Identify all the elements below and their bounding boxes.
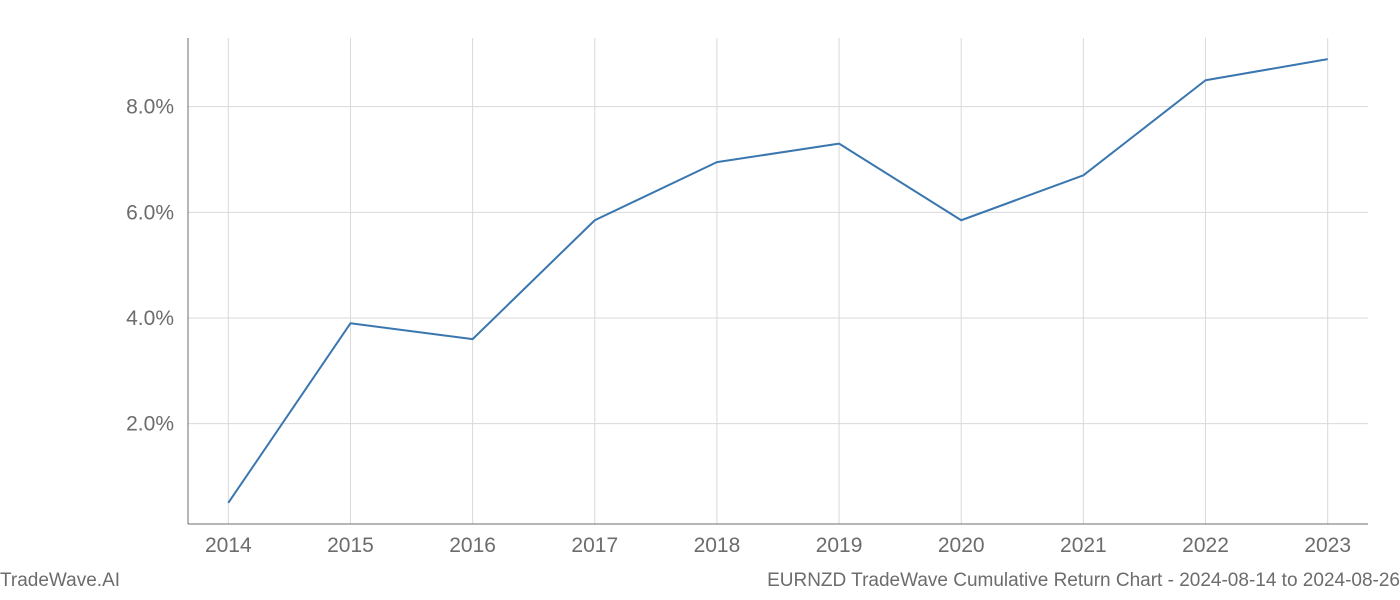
x-tick-label: 2021 xyxy=(1060,534,1107,557)
x-tick-label: 2018 xyxy=(694,534,741,557)
x-tick-label: 2014 xyxy=(205,534,252,557)
footer-left-label: TradeWave.AI xyxy=(0,570,120,592)
x-tick-label: 2015 xyxy=(327,534,374,557)
footer-right-label: EURNZD TradeWave Cumulative Return Chart… xyxy=(767,570,1400,592)
line-chart: 2014 2015 2016 2017 2018 2019 2020 2021 2022 2023… xyxy=(0,0,1400,600)
chart-container: 2014 2015 2016 2017 2018 2019 2020 2021 2022 2023… xyxy=(0,0,1400,600)
y-tick-label: 8.0% xyxy=(126,96,174,119)
chart-background xyxy=(0,0,1400,600)
x-tick-label: 2019 xyxy=(816,534,863,557)
y-tick-label: 6.0% xyxy=(126,201,174,224)
x-tick-label: 2017 xyxy=(571,534,618,557)
x-tick-label: 2022 xyxy=(1182,534,1229,557)
y-tick-label: 4.0% xyxy=(126,307,174,330)
x-tick-label: 2023 xyxy=(1304,534,1351,557)
y-tick-label: 2.0% xyxy=(126,413,174,436)
x-tick-label: 2016 xyxy=(449,534,496,557)
x-tick-label: 2020 xyxy=(938,534,985,557)
